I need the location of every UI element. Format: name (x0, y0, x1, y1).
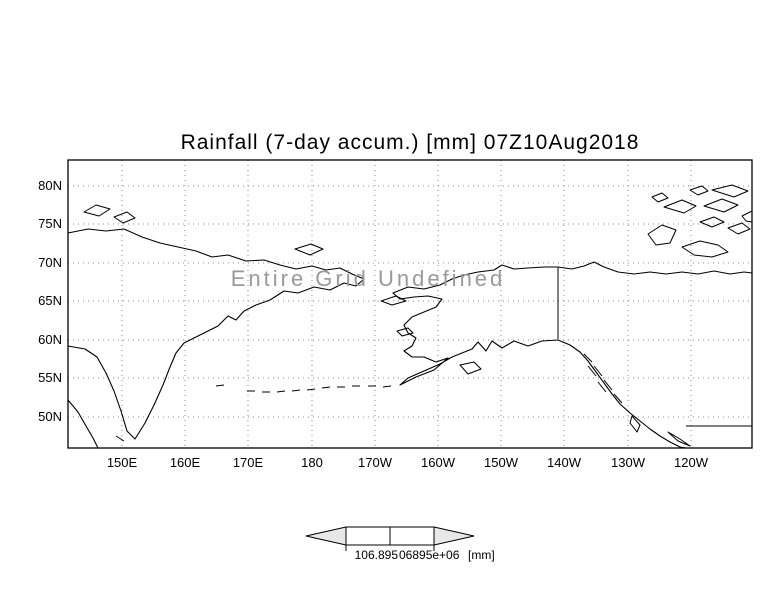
new-siberian-island-2 (113, 211, 136, 224)
st-lawrence-island (380, 295, 407, 306)
x-axis-label: 140W (547, 455, 582, 470)
y-axis-label: 60N (38, 332, 62, 347)
siberia-coastline (67, 228, 365, 440)
haida-gwaii-island (629, 415, 641, 433)
okhotsk-coastline (67, 399, 99, 449)
southeast-alaska-islands (583, 353, 691, 447)
x-axis-label: 180 (301, 455, 323, 470)
y-axis: 80N 75N 70N 65N 60N 55N 50N (38, 178, 62, 424)
colorbar-cell (345, 526, 391, 546)
x-axis-label: 160E (170, 455, 201, 470)
colorbar-cell (389, 526, 435, 546)
x-axis-label: 130W (611, 455, 646, 470)
new-siberian-island (83, 204, 111, 217)
vancouver-island (667, 431, 691, 447)
y-axis-label: 70N (38, 255, 62, 270)
colorbar-unit-label: [mm] (468, 548, 495, 562)
y-axis-label: 80N (38, 178, 62, 193)
x-axis-label: 150E (107, 455, 138, 470)
grid-lines (68, 160, 752, 448)
nunivak-island (396, 327, 414, 337)
alaska-south-coastline (392, 292, 687, 449)
x-axis-label: 160W (421, 455, 456, 470)
colorbar-value-left: 106.895 (355, 548, 399, 562)
colorbar: 106.895 06895e+06 [mm] (305, 526, 495, 562)
aleutian-islands (215, 384, 392, 393)
x-axis-label: 170W (358, 455, 393, 470)
x-axis-label: 170E (233, 455, 264, 470)
x-axis: 150E 160E 170E 180 170W 160W 150W 140W 1… (107, 455, 709, 470)
wrangel-island (294, 243, 324, 256)
colorbar-left-arrow (305, 526, 347, 546)
kodiak-island (459, 361, 482, 375)
y-axis-label: 75N (38, 216, 62, 231)
undefined-grid-text: Entire Grid Undefined (230, 266, 506, 291)
alaska-north-coastline (392, 261, 753, 294)
x-axis-label: 150W (484, 455, 519, 470)
plot-title: Rainfall (7-day accum.) [mm] 07Z10Aug201… (180, 131, 640, 154)
colorbar-right-arrow (433, 526, 475, 546)
map-frame (67, 159, 753, 449)
coastlines (67, 184, 753, 449)
x-axis-label: 120W (674, 455, 709, 470)
canadian-arctic-islands (647, 184, 753, 258)
y-axis-label: 55N (38, 370, 62, 385)
colorbar-value-right: 06895e+06 (399, 548, 460, 562)
y-axis-label: 65N (38, 293, 62, 308)
kuril-island (115, 435, 125, 442)
y-axis-label: 50N (38, 409, 62, 424)
